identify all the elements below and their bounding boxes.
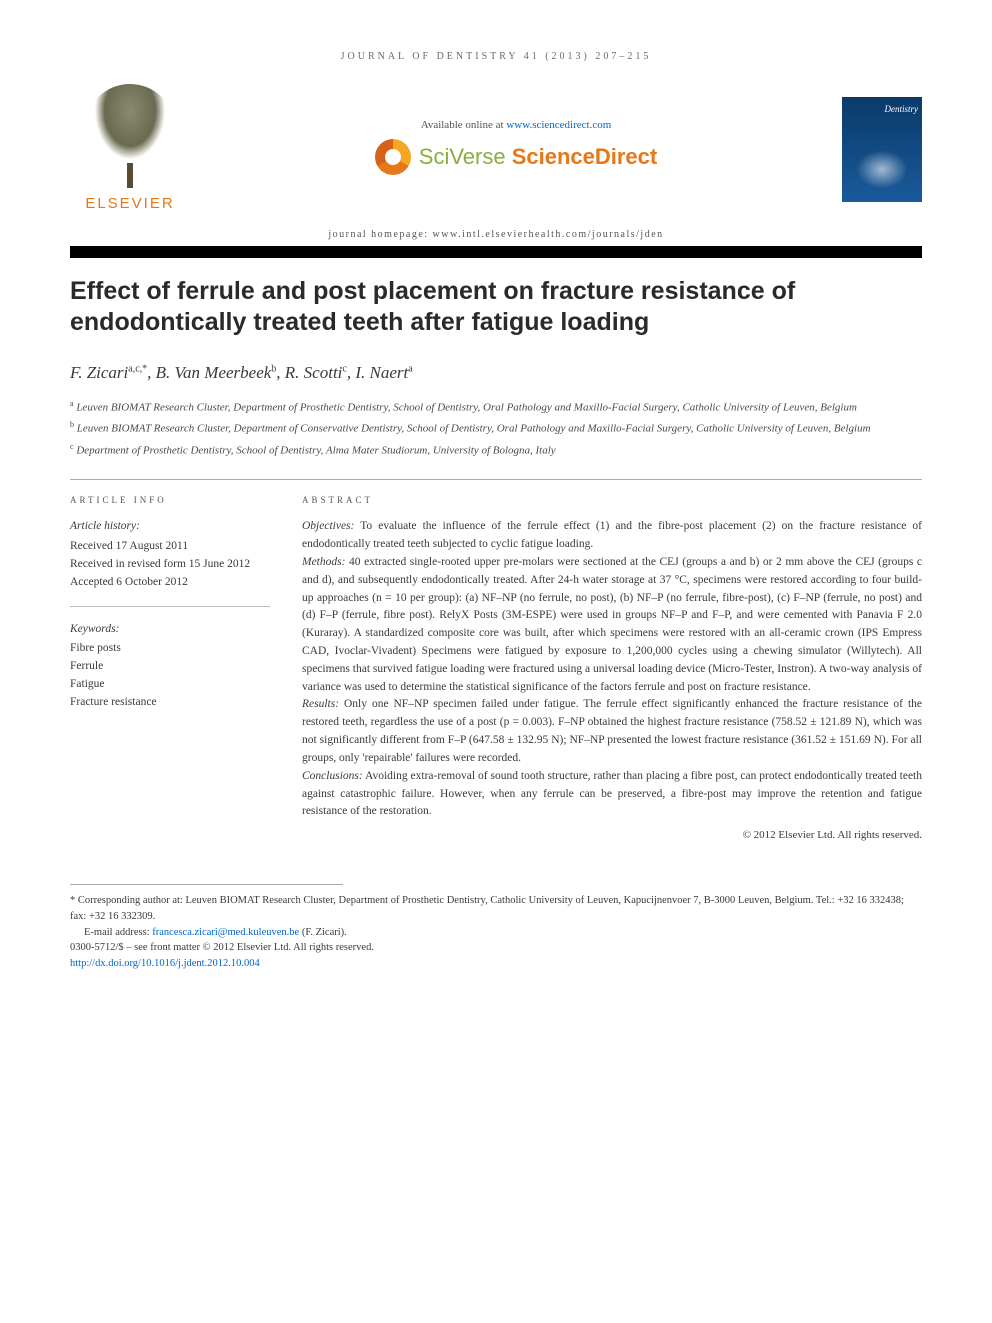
- author: R. Scottic: [285, 363, 347, 382]
- footnotes: * Corresponding author at: Leuven BIOMAT…: [70, 893, 922, 972]
- homepage-url[interactable]: www.intl.elsevierhealth.com/journals/jde…: [433, 229, 664, 240]
- email-link[interactable]: francesca.zicari@med.kuleuven.be: [152, 927, 299, 938]
- abstract-body: Objectives: To evaluate the influence of…: [302, 518, 922, 844]
- sciverse-logo: SciVerse ScienceDirect: [375, 139, 657, 175]
- history-revised: Received in revised form 15 June 2012: [70, 556, 270, 574]
- journal-cover-thumbnail: Dentistry: [842, 97, 922, 202]
- elsevier-logo: ELSEVIER: [70, 84, 190, 214]
- history-received: Received 17 August 2011: [70, 538, 270, 556]
- abstract-heading: ABSTRACT: [302, 494, 922, 507]
- author-list: F. Zicaria,c,*, B. Van Meerbeekb, R. Sco…: [70, 361, 922, 385]
- affiliation: b Leuven BIOMAT Research Cluster, Depart…: [70, 419, 922, 437]
- affiliations: a Leuven BIOMAT Research Cluster, Depart…: [70, 398, 922, 458]
- conclusions-text: Avoiding extra-removal of sound tooth st…: [302, 770, 922, 818]
- results-text: Only one NF–NP specimen failed under fat…: [302, 698, 922, 763]
- abstract-copyright: © 2012 Elsevier Ltd. All rights reserved…: [302, 827, 922, 844]
- affiliation: c Department of Prosthetic Dentistry, Sc…: [70, 441, 922, 459]
- center-banner: Available online at www.sciencedirect.co…: [190, 118, 842, 181]
- history-subhead: Article history:: [70, 518, 270, 536]
- sciverse-part1: SciVerse: [419, 144, 512, 169]
- sciverse-part2: ScienceDirect: [512, 144, 658, 169]
- article-info-heading: ARTICLE INFO: [70, 494, 270, 507]
- objectives-text: To evaluate the influence of the ferrule…: [302, 520, 922, 550]
- elsevier-tree-icon: [85, 84, 175, 173]
- objectives-label: Objectives:: [302, 520, 354, 532]
- author: F. Zicaria,c,*: [70, 363, 147, 382]
- elsevier-wordmark: ELSEVIER: [85, 193, 174, 214]
- article-info-column: ARTICLE INFO Article history: Received 1…: [70, 494, 270, 844]
- keyword: Fibre posts: [70, 640, 270, 658]
- running-header: JOURNAL OF DENTISTRY 41 (2013) 207–215: [70, 50, 922, 64]
- conclusions-label: Conclusions:: [302, 770, 363, 782]
- author: I. Naerta: [355, 363, 412, 382]
- email-suffix: (F. Zicari).: [299, 927, 347, 938]
- corresponding-author: * Corresponding author at: Leuven BIOMAT…: [70, 893, 922, 925]
- sciencedirect-link[interactable]: www.sciencedirect.com: [506, 119, 611, 131]
- sciverse-swirl-icon: [375, 139, 411, 175]
- divider: [70, 479, 922, 480]
- results-label: Results:: [302, 698, 339, 710]
- issn-line: 0300-5712/$ – see front matter © 2012 El…: [70, 940, 922, 956]
- info-divider: [70, 606, 270, 607]
- keyword: Fracture resistance: [70, 694, 270, 712]
- methods-label: Methods:: [302, 556, 345, 568]
- footnote-rule: [70, 884, 343, 885]
- methods-text: 40 extracted single-rooted upper pre-mol…: [302, 556, 922, 693]
- title-rule: [70, 246, 922, 258]
- homepage-prefix: journal homepage:: [328, 229, 432, 240]
- article-title: Effect of ferrule and post placement on …: [70, 276, 922, 339]
- top-banner: ELSEVIER Available online at www.science…: [70, 84, 922, 214]
- available-online-line: Available online at www.sciencedirect.co…: [190, 118, 842, 133]
- available-prefix: Available online at: [421, 119, 507, 131]
- affiliation: a Leuven BIOMAT Research Cluster, Depart…: [70, 398, 922, 416]
- keyword: Ferrule: [70, 658, 270, 676]
- abstract-column: ABSTRACT Objectives: To evaluate the inf…: [302, 494, 922, 844]
- author: B. Van Meerbeekb: [156, 363, 277, 382]
- email-label: E-mail address:: [84, 927, 152, 938]
- keyword: Fatigue: [70, 676, 270, 694]
- journal-homepage-line: journal homepage: www.intl.elsevierhealt…: [70, 228, 922, 242]
- doi-link[interactable]: http://dx.doi.org/10.1016/j.jdent.2012.1…: [70, 958, 260, 969]
- keywords-subhead: Keywords:: [70, 621, 270, 639]
- history-accepted: Accepted 6 October 2012: [70, 574, 270, 592]
- sciverse-wordmark: SciVerse ScienceDirect: [419, 142, 657, 173]
